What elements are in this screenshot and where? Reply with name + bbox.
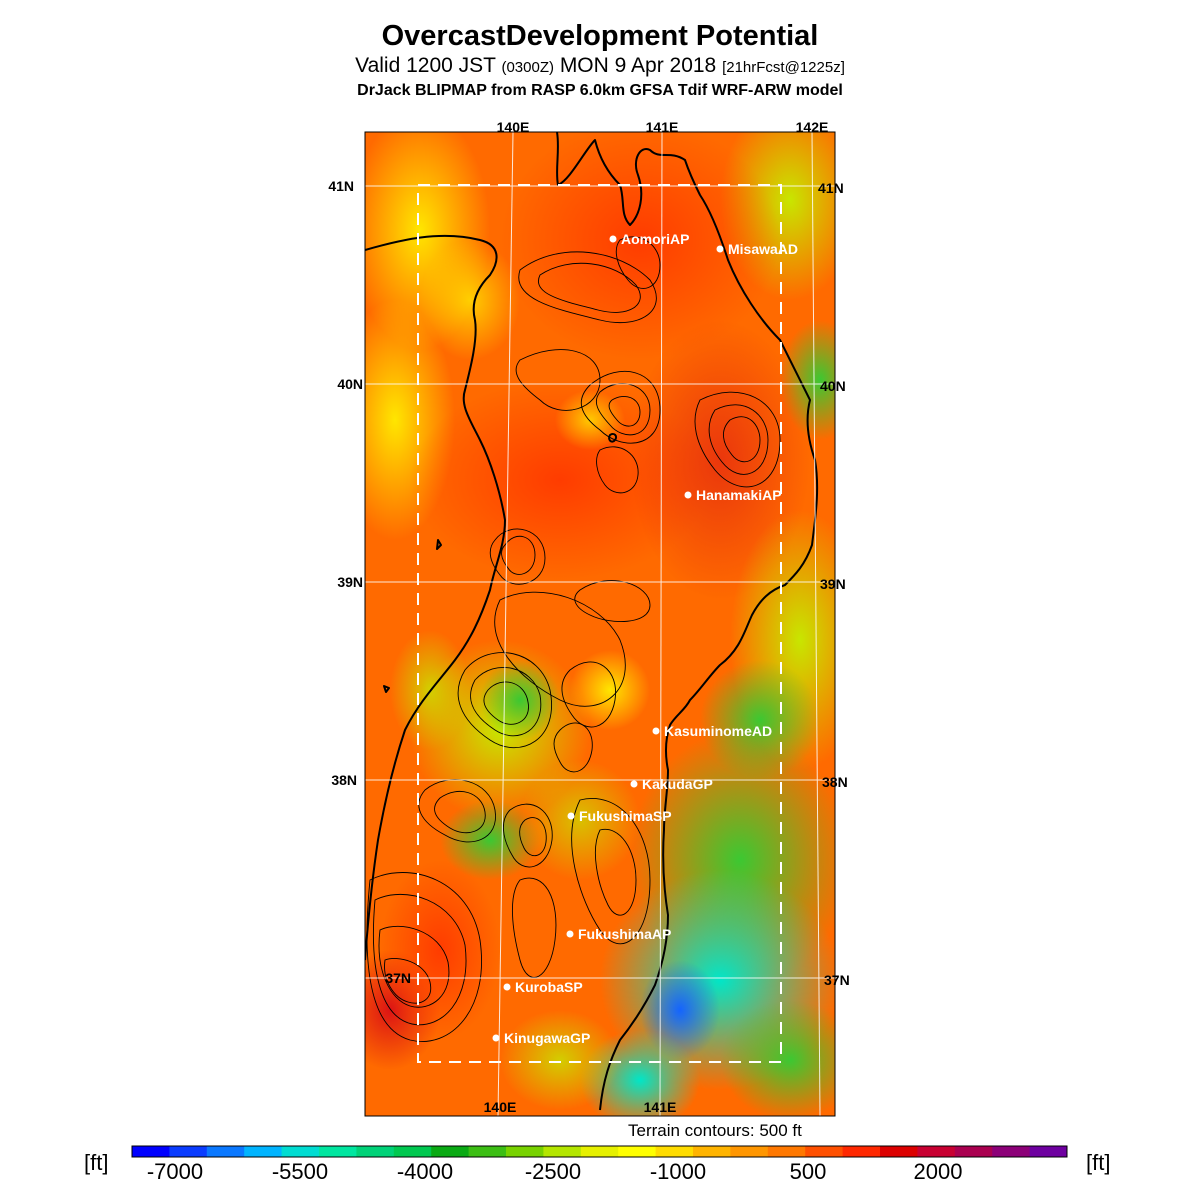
colorbar-label: 2000 — [914, 1159, 963, 1184]
station-kasuminome[interactable]: KasuminomeAD — [652, 723, 773, 739]
colorbar-label: -4000 — [397, 1159, 453, 1184]
colorbar-swatch — [393, 1146, 432, 1157]
left-lat-label: 41N — [328, 178, 354, 194]
colorbar-swatch — [992, 1146, 1031, 1157]
station-label: KinugawaGP — [504, 1030, 590, 1046]
colorbar-swatch — [319, 1146, 357, 1157]
right-lat-label: 37N — [824, 972, 850, 988]
inner-domain-box — [417, 184, 782, 1063]
colorbar-swatch — [880, 1146, 918, 1157]
colorbar-swatch — [356, 1146, 395, 1157]
valid-time: Valid 1200 JST (0300Z) MON 9 Apr 2018 [2… — [0, 54, 1200, 78]
station-label: KakudaGP — [642, 776, 713, 792]
terrain-note: Terrain contours: 500 ft — [628, 1121, 802, 1140]
terrain-contours — [366, 236, 781, 1042]
model-info: DrJack BLIPMAP from RASP 6.0km GFSA Tdif… — [357, 82, 843, 99]
top-lon-label: 140E — [497, 119, 530, 135]
colorbar-label: 500 — [790, 1159, 827, 1184]
unit-left: [ft] — [84, 1150, 109, 1175]
right-lat-label: 41N — [818, 180, 844, 196]
map-title: OvercastDevelopment Potential — [381, 20, 819, 52]
colorbar-swatch — [281, 1146, 320, 1157]
valid-date: MON 9 Apr 2018 — [553, 54, 723, 77]
colorbar-swatch — [206, 1146, 245, 1157]
colorbar-swatch — [917, 1146, 956, 1157]
colorbar-swatch — [506, 1146, 544, 1157]
field-shading — [365, 132, 835, 1116]
colorbar-swatch — [244, 1146, 283, 1157]
colorbar-swatch — [431, 1146, 470, 1157]
left-lat-label: 39N — [337, 574, 363, 590]
colorbar-swatch — [132, 1146, 170, 1157]
station-label: HanamakiAP — [696, 487, 782, 503]
station-markers: AomoriAP MisawaAD HanamakiAP KasuminomeA… — [492, 231, 799, 1046]
colorbar-swatch — [805, 1146, 844, 1157]
map-frame — [364, 131, 836, 1117]
colorbar-frame — [131, 1145, 1068, 1158]
colorbar-swatch — [543, 1146, 582, 1157]
left-lat-label: 38N — [331, 772, 357, 788]
station-label: MisawaAD — [728, 241, 798, 257]
colorbar-swatch — [468, 1146, 507, 1157]
right-lat-label: 38N — [822, 774, 848, 790]
colorbar-swatch — [842, 1146, 881, 1157]
station-label: FukushimaSP — [579, 808, 672, 824]
colorbar-swatch — [618, 1146, 657, 1157]
unit-right: [ft] — [1086, 1150, 1111, 1175]
colorbar-label: -7000 — [147, 1159, 203, 1184]
colorbar-label: -1000 — [650, 1159, 706, 1184]
colorbar-swatch — [767, 1146, 806, 1157]
colorbar-swatch — [693, 1146, 731, 1157]
bottom-lon-label: 140E — [484, 1099, 517, 1115]
station-label: KurobaSP — [515, 979, 583, 995]
forecast-info: [21hrFcst@1225z] — [722, 59, 845, 76]
left-lat-label: 40N — [337, 376, 363, 392]
colorbar-swatch — [1029, 1146, 1068, 1157]
top-lon-label: 141E — [646, 119, 679, 135]
colorbar — [132, 1146, 1068, 1157]
station-kinugawa[interactable]: KinugawaGP — [492, 1030, 591, 1046]
colorbar-swatch — [169, 1146, 208, 1157]
coastlines — [365, 132, 819, 1111]
valid-utc: (0300Z) — [501, 59, 554, 76]
station-label: FukushimaAP — [578, 926, 671, 942]
colorbar-swatch — [655, 1146, 694, 1157]
station-fukushima-sp[interactable]: FukushimaSP — [567, 808, 672, 824]
right-lat-label: 40N — [820, 378, 846, 394]
station-label: KasuminomeAD — [664, 723, 772, 739]
valid-main: Valid 1200 JST — [355, 54, 502, 77]
top-lon-label: 142E — [796, 119, 829, 135]
left-lat-label: 37N — [385, 970, 411, 986]
station-kakuda[interactable]: KakudaGP — [630, 776, 713, 792]
colorbar-label: -5500 — [272, 1159, 328, 1184]
bottom-lon-label: 141E — [644, 1099, 677, 1115]
right-lat-label: 39N — [820, 576, 846, 592]
colorbar-swatch — [954, 1146, 993, 1157]
station-aomori[interactable]: AomoriAP — [609, 231, 690, 247]
station-kuroba[interactable]: KurobaSP — [503, 979, 583, 995]
colorbar-swatch — [580, 1146, 619, 1157]
station-misawa[interactable]: MisawaAD — [716, 241, 799, 257]
station-label: AomoriAP — [621, 231, 689, 247]
station-fukushima-ap[interactable]: FukushimaAP — [566, 926, 672, 942]
colorbar-label: -2500 — [525, 1159, 581, 1184]
station-hanamaki[interactable]: HanamakiAP — [684, 487, 782, 503]
colorbar-swatch — [730, 1146, 769, 1157]
